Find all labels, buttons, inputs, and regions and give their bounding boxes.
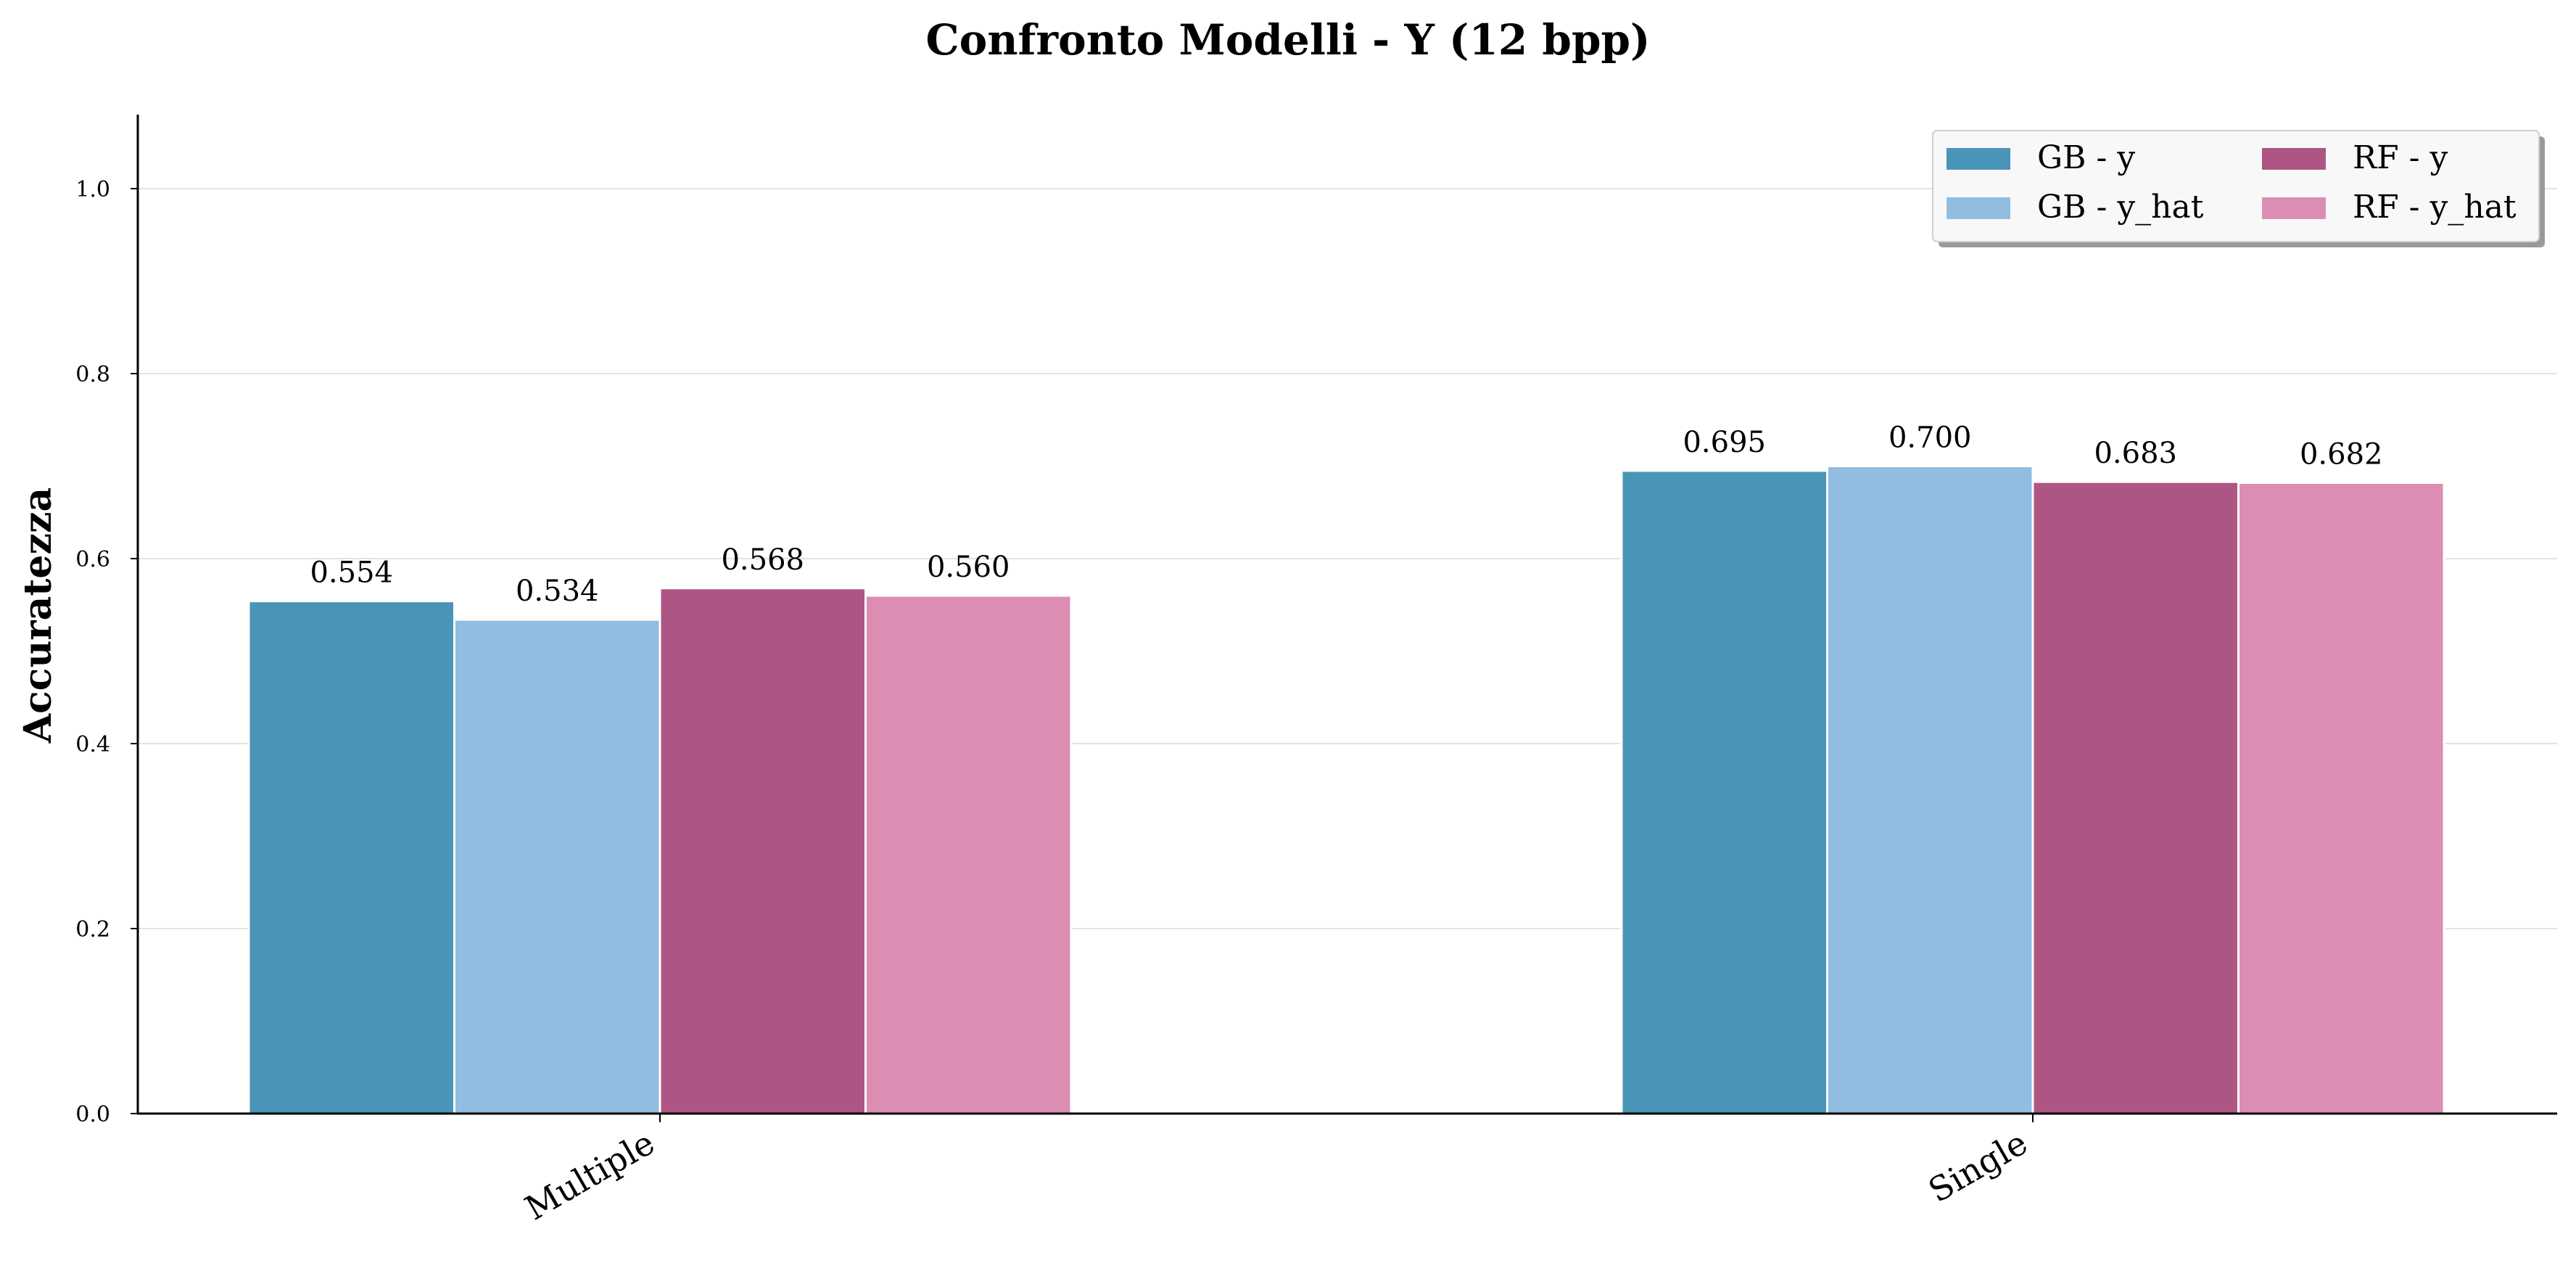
- bar: [659, 587, 867, 1115]
- bar: [2031, 480, 2239, 1115]
- y-axis-label: Accuratezza: [16, 488, 60, 744]
- y-tick-label: 1.0: [75, 177, 110, 202]
- chart-title: Confronto Modelli - Y (12 bpp): [926, 15, 1651, 65]
- data-label: 0.682: [2300, 437, 2383, 471]
- legend-swatch: [2262, 148, 2326, 170]
- legend-swatch: [1947, 197, 2010, 219]
- legend-items: GB - y GB - y_hat RF - y RF - y_hat: [1947, 139, 2517, 226]
- x-tick-label: Multiple: [519, 1123, 661, 1228]
- data-label: 0.568: [721, 543, 804, 577]
- bar: [1826, 465, 2034, 1115]
- y-tick-label: 0.2: [75, 917, 110, 942]
- bar: [453, 618, 661, 1115]
- axes: [136, 115, 2557, 1115]
- data-labels-group: 0.554 0.534 0.568 0.560 0.695 0.700 0.683 0.682: [310, 421, 2382, 609]
- x-ticks: Multiple Single: [519, 1114, 2034, 1228]
- data-label: 0.560: [927, 551, 1010, 584]
- legend-label: RF - y: [2353, 139, 2448, 176]
- bars-group: [247, 465, 2445, 1115]
- legend-swatch: [1947, 148, 2010, 170]
- data-label: 0.554: [310, 556, 393, 590]
- data-label: 0.534: [516, 575, 599, 608]
- legend-box: [1932, 130, 2540, 242]
- legend-label: RF - y_hat: [2353, 189, 2517, 226]
- x-tick-label: Single: [1922, 1123, 2034, 1210]
- legend-label: GB - y_hat: [2037, 189, 2204, 226]
- bar: [247, 600, 455, 1115]
- legend-label: GB - y: [2037, 139, 2135, 176]
- data-label: 0.700: [1888, 421, 1972, 455]
- y-tick-label: 0.8: [75, 362, 110, 387]
- legend: GB - y GB - y_hat RF - y RF - y_hat: [1932, 130, 2545, 247]
- y-ticks: 0.0 0.2 0.4 0.6 0.8 1.0: [75, 177, 138, 1127]
- legend-swatch: [2262, 197, 2326, 219]
- bar: [864, 594, 1073, 1115]
- data-label: 0.695: [1683, 426, 1766, 459]
- y-tick-label: 0.6: [75, 547, 110, 572]
- y-tick-label: 0.0: [75, 1102, 110, 1127]
- y-tick-label: 0.4: [75, 732, 110, 757]
- bar: [1620, 469, 1828, 1115]
- bar: [2237, 481, 2445, 1115]
- data-label: 0.683: [2094, 437, 2177, 470]
